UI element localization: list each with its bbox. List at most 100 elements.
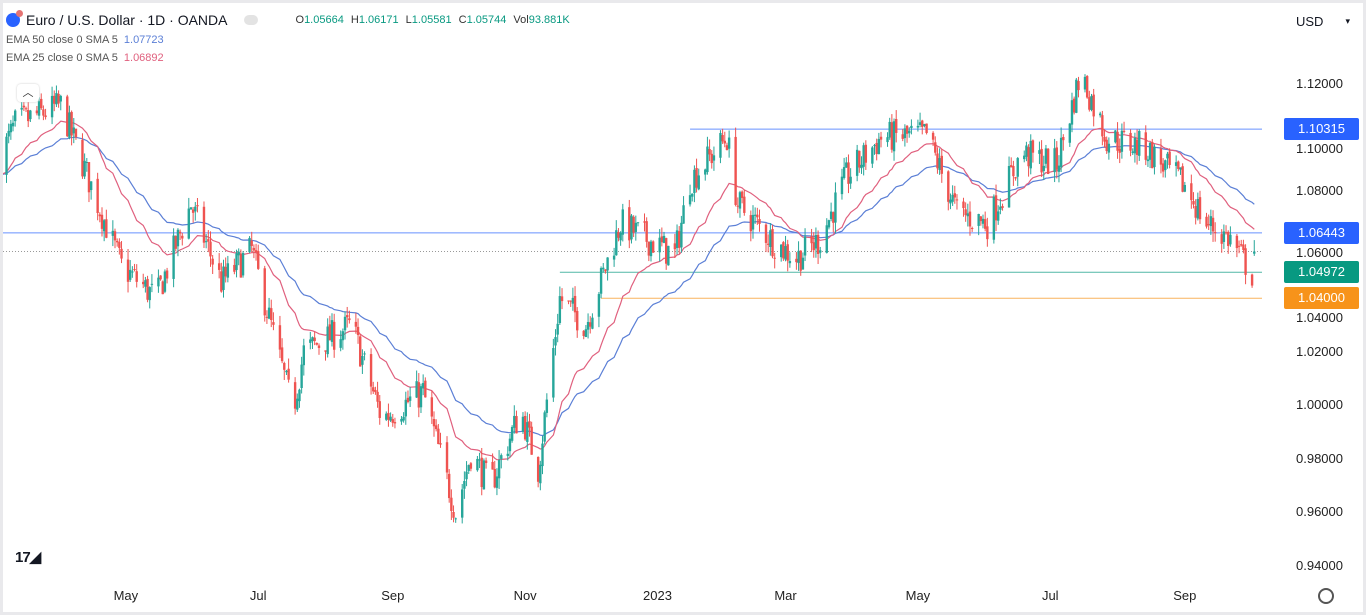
candle-body — [1088, 97, 1091, 110]
ema25-legend[interactable]: EMA 25 close 0 SMA 5 1.06892 — [6, 52, 164, 64]
candle-body — [1181, 166, 1184, 192]
candle-body — [847, 162, 850, 184]
candle-body — [879, 136, 883, 140]
candle-body — [947, 171, 950, 202]
ema50-line — [0, 136, 1255, 437]
candle-body — [1209, 216, 1213, 227]
candle-body — [1146, 159, 1150, 162]
candle-body — [931, 132, 935, 140]
candle-body — [293, 382, 297, 409]
chevron-up-icon[interactable]: ︿ — [17, 84, 39, 102]
candle-body — [1135, 139, 1139, 155]
candle-body — [558, 296, 562, 323]
candle-body — [704, 169, 707, 175]
candle-body — [142, 281, 145, 285]
candle-body — [1205, 216, 1208, 227]
candle-body — [408, 396, 412, 401]
tradingview-logo[interactable]: 17◢ — [15, 549, 41, 566]
candle-body — [1211, 217, 1215, 232]
candle-body — [24, 108, 28, 110]
candle-body — [1237, 245, 1241, 247]
candle-body — [723, 140, 726, 144]
candle-body — [597, 294, 601, 317]
candle-body — [979, 216, 983, 222]
candle-body — [890, 122, 894, 150]
candle-body — [582, 330, 585, 337]
candle-body — [150, 283, 154, 285]
candle-body — [749, 215, 753, 232]
candle-body — [554, 337, 557, 346]
ema50-legend[interactable]: EMA 50 close 0 SMA 5 1.07723 — [6, 34, 164, 46]
currency-select[interactable]: USD ▾ — [1296, 13, 1350, 29]
ohlc-values: O1.05664 H1.06171 L1.05581 C1.05744 Vol9… — [295, 14, 570, 26]
candle-body — [369, 354, 373, 387]
candle-body — [615, 230, 618, 256]
candle-body — [37, 101, 41, 116]
candle-body — [324, 350, 327, 352]
candle-body — [660, 236, 664, 243]
candle-body — [309, 339, 312, 343]
candle-body — [419, 386, 423, 408]
candle-body — [74, 128, 78, 138]
candle-body — [417, 382, 421, 408]
candle-body — [385, 413, 388, 420]
candle-body — [999, 206, 1002, 210]
candle-body — [849, 176, 852, 184]
settings-icon[interactable] — [1318, 588, 1334, 604]
candle-body — [1025, 145, 1028, 157]
hide-indicator-icon[interactable] — [243, 15, 258, 25]
candle-body — [788, 260, 792, 264]
candle-body — [432, 418, 436, 427]
candle-body — [70, 111, 73, 136]
candle-body — [161, 281, 164, 295]
candle-body — [827, 220, 831, 228]
candle-body — [662, 235, 666, 243]
candle-body — [1029, 140, 1032, 169]
price-tag: 1.04000 — [1284, 287, 1359, 310]
candle-body — [1196, 199, 1200, 219]
candle-body — [506, 453, 509, 456]
candle-body — [287, 368, 290, 380]
candle-body — [916, 125, 920, 128]
y-tick-label: 0.98000 — [1296, 450, 1343, 466]
candle-body — [241, 253, 245, 276]
candle-body — [339, 339, 342, 348]
candle-body — [1010, 165, 1013, 168]
candle-body — [53, 95, 56, 104]
candle-body — [35, 110, 39, 114]
candle-body — [647, 241, 651, 256]
candle-body — [105, 219, 108, 238]
candle-body — [986, 226, 989, 240]
candle-body — [1012, 166, 1015, 177]
candle-body — [196, 205, 199, 207]
symbol-title[interactable]: Euro / U.S. Dollar · 1D · OANDA — [26, 12, 228, 28]
candle-body — [1068, 123, 1072, 143]
candle-body — [461, 489, 464, 518]
candle-body — [330, 320, 334, 342]
candle-body — [606, 257, 609, 271]
candle-body — [55, 93, 58, 105]
candle-body — [348, 318, 351, 321]
candle-body — [59, 95, 62, 102]
candle-body — [738, 192, 742, 209]
candle-body — [934, 142, 937, 153]
candle-body — [476, 458, 479, 471]
candle-body — [391, 419, 394, 423]
candle-body — [1085, 76, 1089, 98]
candle-body — [569, 300, 572, 302]
candle-body — [560, 296, 564, 302]
candle-body — [22, 105, 26, 108]
candle-body — [463, 481, 466, 489]
candle-body — [302, 345, 305, 366]
candle-body — [736, 205, 739, 207]
candle-body — [176, 229, 180, 247]
candle-body — [812, 242, 815, 251]
candle-body — [204, 241, 208, 243]
candle-body — [467, 465, 470, 471]
candle-body — [315, 343, 319, 345]
candle-body — [1103, 136, 1106, 142]
candle-body — [50, 95, 54, 118]
candle-body — [645, 221, 648, 242]
candle-body — [265, 316, 269, 318]
